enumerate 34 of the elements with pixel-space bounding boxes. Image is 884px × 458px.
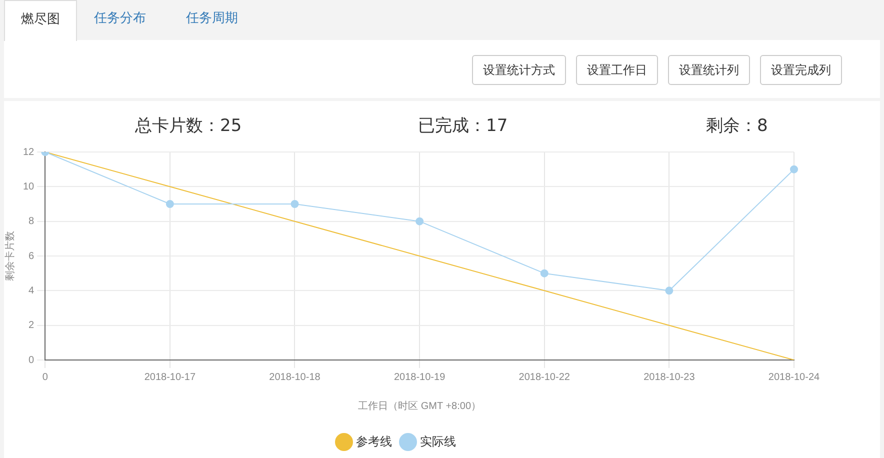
legend-label: 参考线 — [356, 434, 392, 448]
point — [290, 200, 299, 208]
text: 燃尽图 — [4, 0, 77, 41]
x-tick-label: 2018-10-23 — [644, 372, 696, 383]
legend-label: 实际线 — [420, 434, 456, 448]
y-tick-label: 8 — [28, 216, 35, 228]
y-tick-label: 12 — [23, 146, 35, 158]
y-tick-label: 0 — [28, 354, 35, 366]
y-tick-label: 6 — [28, 250, 35, 262]
text: 总卡片数：25 — [135, 115, 242, 137]
y-tick-label: 10 — [23, 181, 35, 192]
text: 设置工作日 — [576, 55, 658, 85]
x-tick-label: 2018-10-18 — [269, 372, 321, 383]
point — [416, 217, 424, 226]
text: 任务周期 — [185, 10, 239, 28]
text: 已完成：17 — [418, 115, 508, 137]
text: 设置统计方式 — [472, 55, 566, 85]
text: 剩余：8 — [706, 115, 768, 137]
y-axis-title: 剩余卡片数 — [4, 231, 16, 281]
text: 设置统计列 — [668, 55, 750, 85]
x-tick-label: 2018-10-24 — [768, 372, 820, 383]
x-tick-label: 2018-10-22 — [518, 372, 570, 383]
y-tick-label: 2 — [28, 320, 35, 332]
text: 设置完成列 — [760, 55, 842, 85]
point — [540, 269, 548, 278]
y-tick-label: 4 — [28, 285, 35, 296]
point — [665, 286, 674, 295]
point — [790, 165, 798, 174]
x-tick-label: 2018-10-19 — [394, 372, 446, 383]
text: 任务分布 — [93, 10, 147, 28]
x-tick-label: 2018-10-17 — [144, 372, 196, 383]
x-tick-label: 0 — [42, 372, 48, 383]
x-axis-title: 工作日（时区 GMT +8:00） — [358, 400, 482, 412]
point — [166, 200, 174, 208]
